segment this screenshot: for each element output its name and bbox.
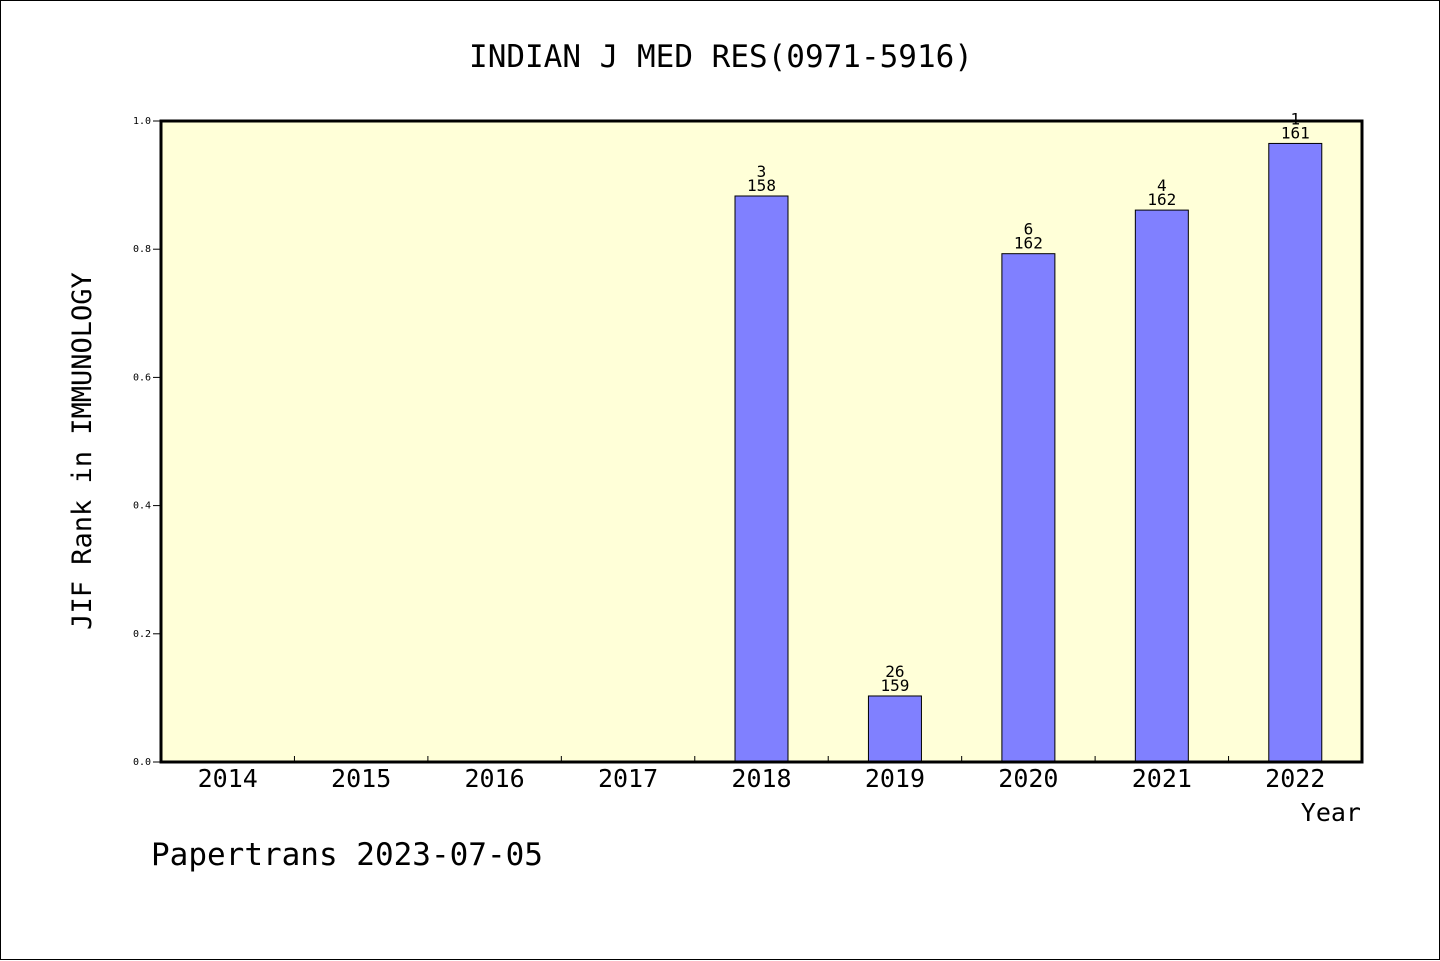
bar-total-label: 159 bbox=[880, 676, 909, 695]
y-tick-label: 0.0 bbox=[133, 757, 151, 768]
y-axis-label: JIF Rank in IMMUNOLOGY bbox=[67, 272, 98, 630]
bar-rank-label: 4 bbox=[1157, 176, 1167, 195]
x-tick-label: 2018 bbox=[731, 764, 791, 793]
bar-total-label: 158 bbox=[747, 176, 776, 195]
x-axis-label: Year bbox=[1301, 798, 1361, 827]
bar-rank-label: 3 bbox=[757, 162, 767, 181]
bar bbox=[867, 695, 922, 763]
x-tick-label: 2017 bbox=[598, 764, 658, 793]
y-tick-label: 0.2 bbox=[133, 629, 151, 640]
bar bbox=[1268, 142, 1323, 763]
y-tick-label: 0.4 bbox=[133, 501, 151, 512]
bar bbox=[1001, 253, 1056, 763]
bar-total-label: 162 bbox=[1147, 190, 1176, 209]
ticks-group: 0.0 0.2 0.4 0.6 0.8 1.0 2014 2015 2016 2017 2018 20… bbox=[133, 116, 1325, 793]
x-tick-label: 2019 bbox=[865, 764, 925, 793]
bar bbox=[1134, 209, 1189, 763]
plot-border bbox=[159, 119, 1364, 764]
x-tick-label: 2014 bbox=[198, 764, 258, 793]
x-tick-label: 2021 bbox=[1132, 764, 1192, 793]
x-tick-label: 2015 bbox=[331, 764, 391, 793]
y-tick-label: 0.8 bbox=[133, 244, 151, 255]
bar-rank-label: 6 bbox=[1024, 220, 1034, 239]
chart-title: INDIAN J MED RES(0971-5916) bbox=[469, 39, 973, 75]
footer-credit: Papertrans 2023-07-05 bbox=[151, 837, 543, 873]
x-tick-label: 2022 bbox=[1265, 764, 1325, 793]
x-tick-label: 2020 bbox=[998, 764, 1058, 793]
y-tick-label: 0.6 bbox=[133, 372, 151, 383]
bar-total-label: 161 bbox=[1281, 123, 1310, 142]
bar-total-label: 162 bbox=[1014, 234, 1043, 253]
bar bbox=[734, 195, 789, 763]
bar-rank-label: 1 bbox=[1290, 109, 1300, 128]
x-tick-label: 2016 bbox=[465, 764, 525, 793]
bar-rank-label: 26 bbox=[885, 662, 904, 681]
y-tick-label: 1.0 bbox=[133, 116, 151, 127]
